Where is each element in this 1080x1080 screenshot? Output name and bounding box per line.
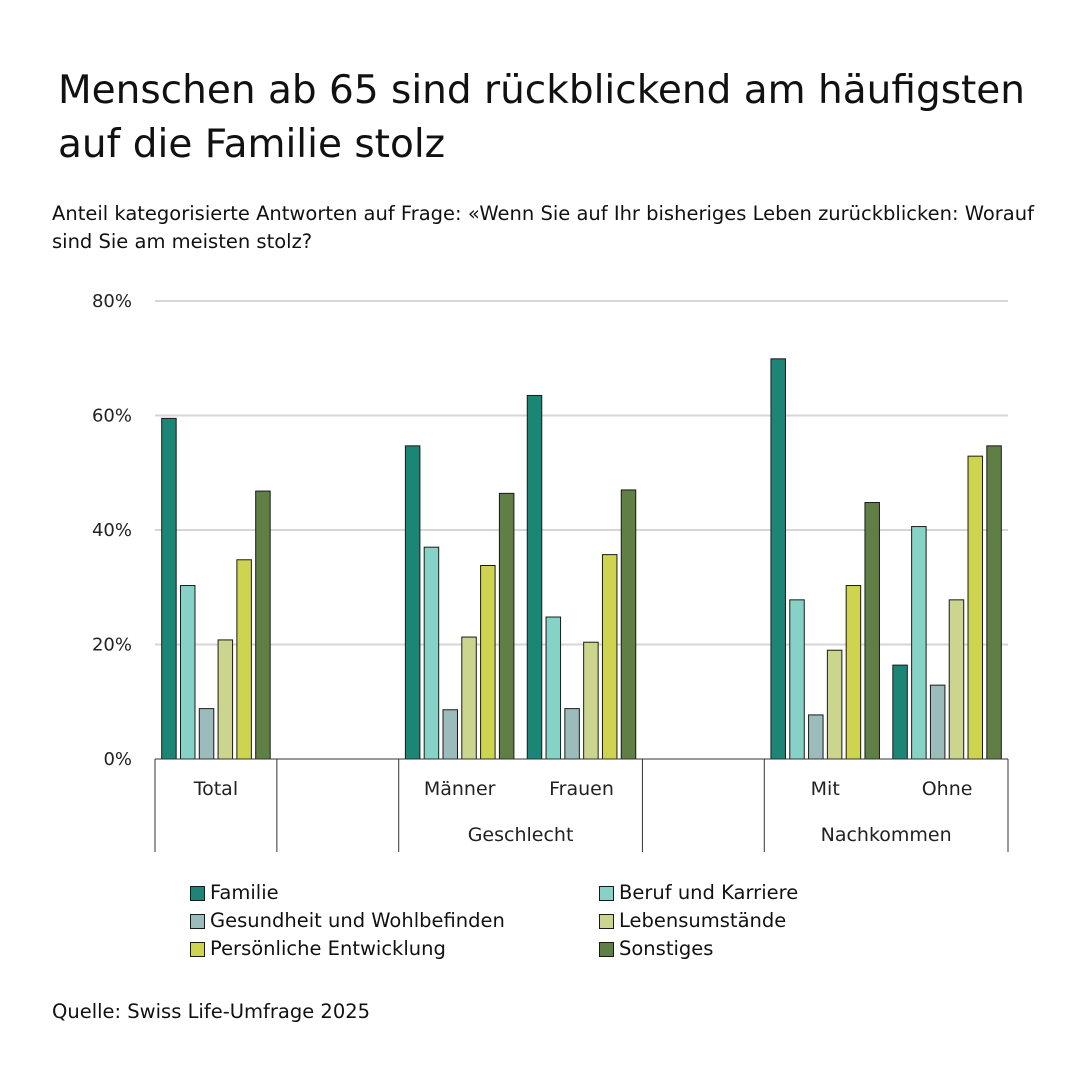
x-category-label: Total [193, 778, 238, 800]
bar [498, 492, 515, 760]
legend-swatch [599, 941, 614, 957]
bar [564, 708, 580, 760]
legend-label: Persönliche Entwicklung [210, 937, 446, 960]
bar [255, 490, 271, 760]
legend-swatch [190, 913, 205, 929]
bar [808, 714, 824, 760]
bar [404, 445, 421, 760]
bar [826, 649, 843, 760]
bar [461, 636, 477, 760]
legend-label: Familie [210, 881, 279, 904]
y-tick-label: 20% [92, 635, 132, 656]
y-tick-label: 60% [92, 406, 132, 427]
bar [198, 708, 215, 760]
legend-label: Beruf und Karriere [619, 881, 799, 904]
legend-swatch [599, 885, 614, 901]
legend-item: Familie [190, 880, 599, 906]
bar [864, 502, 880, 760]
bar [986, 445, 1002, 760]
bar [601, 554, 618, 760]
legend-item: Sonstiges [599, 936, 899, 962]
legend-swatch [190, 885, 205, 901]
legend-item: Persönliche Entwicklung [190, 936, 599, 962]
legend-swatch [190, 941, 205, 957]
bar [583, 641, 599, 760]
x-group-label: Geschlecht [468, 824, 574, 846]
chart-legend: Familie Beruf und Karriere Gesundheit und … [190, 880, 890, 962]
bar [442, 709, 458, 760]
y-tick-label: 0% [103, 749, 132, 770]
bar [845, 585, 862, 760]
bar [236, 559, 252, 760]
bar [770, 358, 786, 760]
x-category-label: Männer [424, 778, 496, 800]
bar [620, 489, 637, 760]
legend-label: Gesundheit und Wohlbefinden [210, 909, 505, 932]
legend-label: Sonstiges [619, 937, 714, 960]
legend-item: Lebensumstände [599, 908, 899, 934]
x-group-label: Nachkommen [821, 824, 952, 846]
x-category-label: Frauen [549, 778, 614, 800]
bar [892, 664, 908, 760]
bar [423, 546, 440, 760]
bar [545, 616, 562, 760]
legend-item: Beruf und Karriere [599, 880, 899, 906]
chart-title: Menschen ab 65 sind rückblickend am häuf… [58, 68, 1026, 167]
bar [161, 417, 177, 760]
bar [967, 455, 984, 760]
bar [480, 564, 496, 760]
legend-item: Gesundheit und Wohlbefinden [190, 908, 599, 934]
bar [948, 599, 965, 760]
y-tick-label: 40% [92, 520, 132, 541]
bar [929, 684, 946, 760]
x-category-label: Mit [811, 778, 840, 800]
chart-subtitle: Anteil kategorisierte Antworten auf Frag… [52, 202, 1034, 253]
bar [911, 526, 927, 760]
bar [789, 599, 805, 760]
bar [526, 394, 543, 760]
y-tick-label: 80% [92, 291, 132, 312]
bar [179, 585, 196, 760]
legend-swatch [599, 913, 614, 929]
x-category-label: Ohne [922, 778, 973, 800]
source-note: Quelle: Swiss Life-Umfrage 2025 [52, 1000, 371, 1023]
legend-label: Lebensumstände [619, 909, 787, 932]
bar [217, 639, 234, 760]
bar-chart: 0% 20% 40% 60% 80% Total Männer Frauen Mit Ohne Ge… [92, 291, 1009, 852]
